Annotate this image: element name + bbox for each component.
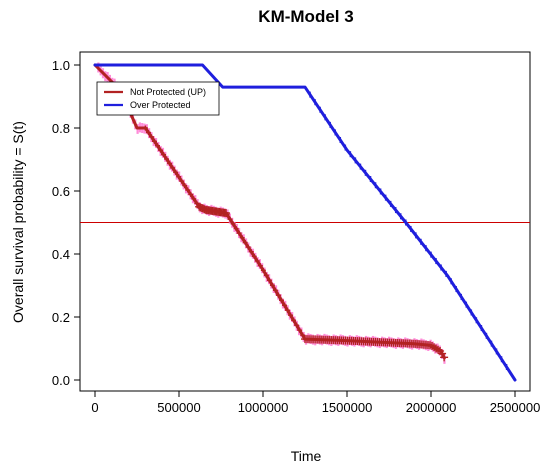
legend-label-over-protected: Over Protected [130, 100, 191, 110]
x-tick-label: 2000000 [406, 400, 457, 415]
y-tick-label: 0.8 [52, 121, 70, 136]
y-tick-label: 0.4 [52, 247, 70, 262]
y-tick-label: 0.0 [52, 373, 70, 388]
x-tick-label: 2500000 [490, 400, 541, 415]
censor-marks-over-protected [309, 91, 508, 371]
legend-label-not-protected: Not Protected (UP) [130, 87, 206, 97]
y-axis-label: Overall survival probability = S(t) [10, 121, 26, 323]
y-axis: 0.0 0.2 0.4 0.6 0.8 1.0 [52, 58, 81, 388]
x-tick-label: 1000000 [238, 400, 289, 415]
legend: Not Protected (UP) Over Protected [96, 81, 220, 116]
y-tick-label: 0.6 [52, 184, 70, 199]
x-tick-label: 0 [91, 400, 98, 415]
x-axis: 0 500000 1000000 1500000 2000000 2500000 [91, 390, 541, 415]
x-tick-label: 1500000 [322, 400, 373, 415]
y-tick-label: 0.2 [52, 310, 70, 325]
legend-box [96, 81, 220, 116]
chart-title: KM-Model 3 [258, 7, 353, 26]
series-line-not-protected [93, 63, 446, 360]
y-tick-label: 1.0 [52, 58, 70, 73]
x-tick-label: 500000 [157, 400, 200, 415]
x-axis-label: Time [291, 448, 322, 464]
